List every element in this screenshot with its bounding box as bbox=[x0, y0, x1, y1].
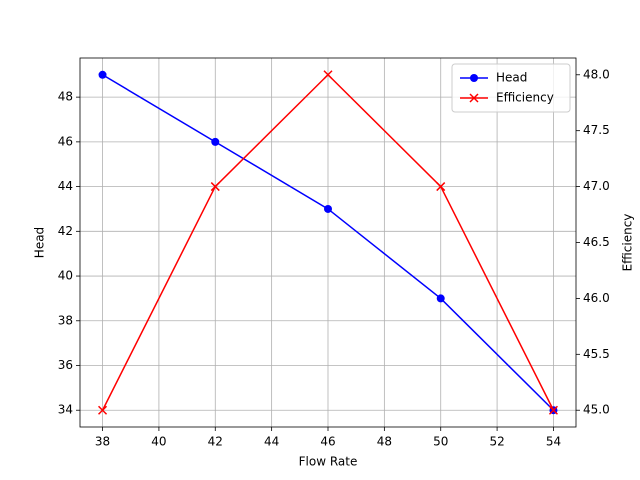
x-tick-label: 42 bbox=[208, 435, 223, 449]
y-tick-label: 42 bbox=[58, 224, 73, 238]
x-tick-label: 52 bbox=[489, 435, 504, 449]
y2-tick-label: 45.5 bbox=[583, 347, 610, 361]
y2-tick-label: 46.5 bbox=[583, 235, 610, 249]
x-tick-label: 48 bbox=[377, 435, 392, 449]
y2-tick-label: 46.0 bbox=[583, 291, 610, 305]
marker bbox=[211, 137, 220, 146]
x-tick-label: 50 bbox=[433, 435, 448, 449]
marker bbox=[436, 182, 446, 192]
y-axis-label: Head bbox=[33, 227, 47, 258]
marker bbox=[324, 204, 332, 213]
x-axis-label: Flow Rate bbox=[299, 455, 358, 469]
plot-frame bbox=[79, 57, 577, 428]
x-tick-label: 46 bbox=[320, 435, 335, 449]
y-tick-label: 34 bbox=[58, 403, 73, 417]
legend-marker bbox=[470, 74, 478, 82]
y2-tick-label: 48.0 bbox=[583, 67, 610, 81]
marker bbox=[436, 294, 445, 303]
x-tick-label: 54 bbox=[546, 435, 561, 449]
y2-tick-label: 47.0 bbox=[583, 179, 610, 193]
marker bbox=[98, 70, 107, 79]
x-tick-label: 40 bbox=[151, 435, 166, 449]
y-tick-label: 46 bbox=[58, 134, 73, 148]
y-tick-label: 38 bbox=[58, 313, 73, 327]
y2-axis-label: Efficiency bbox=[621, 214, 635, 272]
legend-label: Head bbox=[496, 71, 527, 85]
y-tick-label: 48 bbox=[58, 90, 73, 104]
y-tick-label: 44 bbox=[58, 179, 73, 193]
y-tick-label: 36 bbox=[58, 358, 73, 372]
marker bbox=[98, 405, 108, 415]
marker bbox=[323, 70, 333, 80]
marker bbox=[210, 182, 220, 192]
y-tick-label: 40 bbox=[58, 269, 73, 283]
legend-marker bbox=[469, 93, 479, 103]
y2-tick-label: 45.0 bbox=[583, 403, 610, 417]
legend-box bbox=[451, 63, 571, 113]
y2-tick-label: 47.5 bbox=[583, 123, 610, 137]
x-tick-label: 44 bbox=[264, 435, 279, 449]
marker bbox=[548, 405, 558, 415]
legend-label: Efficiency bbox=[496, 91, 554, 105]
x-tick-label: 38 bbox=[95, 435, 110, 449]
